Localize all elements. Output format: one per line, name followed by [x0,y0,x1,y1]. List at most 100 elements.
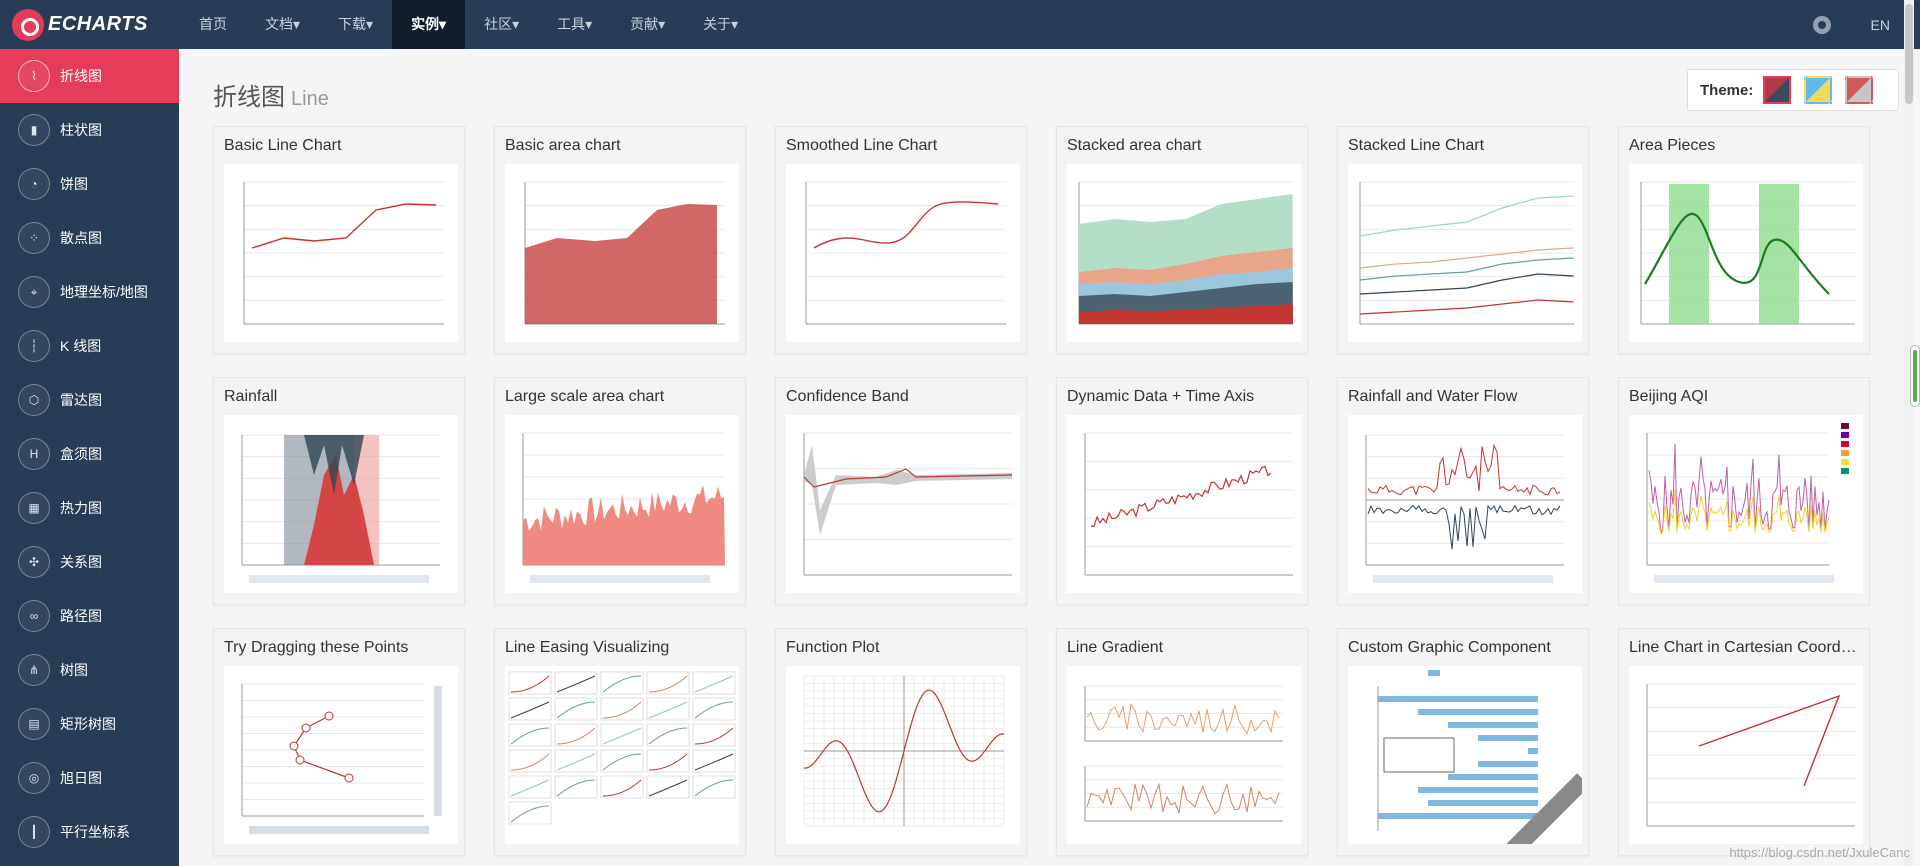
page-subtitle: Line [291,88,329,110]
sidebar-item-14[interactable]: ┃ 平行坐标系 [0,805,179,859]
nav-item-5[interactable]: 工具▾ [557,16,593,32]
theme-swatch-dark-red[interactable] [1763,76,1792,104]
example-card-confidence[interactable]: Confidence Band [775,377,1027,605]
example-thumbnail[interactable] [1629,164,1863,342]
sidebar-item-label: K 线图 [60,338,102,354]
nav-item-0[interactable]: 首页 [199,16,227,32]
example-card-stacked-area[interactable]: Stacked area chart [1056,126,1308,354]
example-card-easing[interactable]: Line Easing Visualizing [494,628,746,856]
thumbnail-chart-basic-line [243,181,444,325]
sidebar-item-label: 地理坐标/地图 [60,284,148,300]
example-thumbnail[interactable] [1629,415,1863,593]
example-thumbnail[interactable] [1067,164,1301,342]
parallel-icon: ┃ [18,816,50,848]
sidebar-item-5[interactable]: ┆ K 线图 [0,319,179,373]
thumbnail-chart-rainfall [241,434,440,583]
radar-icon: ⬡ [18,384,50,416]
sidebar-item-3[interactable]: ⁘ 散点图 [0,211,179,265]
nav-item-7[interactable]: 关于▾ [703,16,739,32]
sidebar-item-10[interactable]: ∞ 路径图 [0,589,179,643]
nav-item-6[interactable]: 贡献▾ [630,16,666,32]
scatter-icon: ⁘ [18,222,50,254]
example-card-title: Stacked area chart [1067,137,1202,154]
sunburst-icon: ◎ [18,762,50,794]
example-thumbnail[interactable] [1067,666,1301,844]
thumbnail-chart-basic-area [524,181,725,325]
example-card-graphic[interactable]: Custom Graphic Component [1337,628,1589,856]
example-card-large-area[interactable]: Large scale area chart [494,377,746,605]
example-thumbnail[interactable] [786,415,1020,593]
example-card-cartesian[interactable]: Line Chart in Cartesian Coord… [1618,628,1870,856]
example-card-dynamic[interactable]: Dynamic Data + Time Axis [1056,377,1308,605]
example-card-basic-line[interactable]: Basic Line Chart [213,126,465,354]
example-thumbnail[interactable] [505,666,739,844]
example-thumbnail[interactable] [224,415,458,593]
example-card-title: Beijing AQI [1629,388,1709,405]
nav-item-1[interactable]: 文档▾ [265,16,301,32]
echarts-logo[interactable]: ECHARTS [0,0,170,49]
sidebar-item-label: 雷达图 [60,392,102,408]
sidebar-item-label: 旭日图 [60,770,102,786]
example-card-rain-flow[interactable]: Rainfall and Water Flow [1337,377,1589,605]
example-thumbnail[interactable] [1348,666,1582,844]
sidebar-item-8[interactable]: ▦ 热力图 [0,481,179,535]
scroll-indicator [1910,345,1920,407]
sidebar-item-9[interactable]: ✣ 关系图 [0,535,179,589]
tree-icon: ⋔ [18,654,50,686]
line-chart-icon: ⌇ [18,60,50,92]
thumbnail-chart-gradient [1084,685,1283,822]
example-card-aqi[interactable]: Beijing AQI [1618,377,1870,605]
thumbnail-chart-stacked-area [1078,181,1293,325]
nav-item-3[interactable]: 实例▾ [392,0,466,49]
example-thumbnail[interactable] [505,415,739,593]
example-thumbnail[interactable] [224,164,458,342]
example-thumbnail[interactable] [1348,415,1582,593]
sidebar-item-11[interactable]: ⋔ 树图 [0,643,179,697]
theme-swatch-default-gradient[interactable] [1845,76,1874,104]
example-thumbnail[interactable] [505,164,739,342]
thumbnail-chart-confidence [803,432,1013,576]
thumbnail-chart-function [803,675,1005,827]
sidebar-item-1[interactable]: ▮ 柱状图 [0,103,179,157]
example-card-area-pieces[interactable]: Area Pieces [1618,126,1870,354]
thumbnail-chart-dynamic [1084,432,1293,576]
example-thumbnail[interactable] [1629,666,1863,844]
sidebar-item-2[interactable]: ◔ 饼图 [0,157,179,211]
example-card-basic-area[interactable]: Basic area chart [494,126,746,354]
sidebar-item-label: 矩形树图 [60,716,116,732]
theme-swatch-light-blue-yellow[interactable] [1804,76,1833,104]
example-thumbnail[interactable] [1348,164,1582,342]
example-card-gradient[interactable]: Line Gradient [1056,628,1308,856]
page-title-text: 折线图 [213,84,285,111]
sidebar-item-4[interactable]: ⌖ 地理坐标/地图 [0,265,179,319]
theme-label: Theme: [1700,81,1754,99]
thumbnail-chart-stacked-line [1359,181,1574,325]
scrollbar-thumb[interactable] [1905,4,1913,104]
sidebar-item-12[interactable]: ▤ 矩形树图 [0,697,179,751]
sidebar-item-6[interactable]: ⬡ 雷达图 [0,373,179,427]
page-scrollbar[interactable] [1904,0,1914,866]
thumbnail-chart-graphic [1377,670,1582,844]
example-card-title: Line Easing Visualizing [505,639,670,656]
example-card-stacked-line[interactable]: Stacked Line Chart [1337,126,1589,354]
sidebar-item-label: 盒须图 [60,446,102,462]
candlestick-icon: ┆ [18,330,50,362]
example-thumbnail[interactable] [1067,415,1301,593]
example-card-title: Large scale area chart [505,388,665,405]
example-card-drag[interactable]: Try Dragging these Points [213,628,465,856]
sidebar-item-13[interactable]: ◎ 旭日图 [0,751,179,805]
example-thumbnail[interactable] [786,164,1020,342]
nav-item-4[interactable]: 社区▾ [484,16,520,32]
example-card-function[interactable]: Function Plot [775,628,1027,856]
nav-item-2[interactable]: 下载▾ [338,16,374,32]
sidebar-item-7[interactable]: H 盒须图 [0,427,179,481]
example-thumbnail[interactable] [786,666,1020,844]
thumbnail-chart-rain-flow [1365,434,1564,583]
example-thumbnail[interactable] [224,666,458,844]
language-switch[interactable]: EN [1870,16,1890,33]
example-card-title: Line Gradient [1067,639,1164,656]
example-card-smooth-line[interactable]: Smoothed Line Chart [775,126,1027,354]
example-card-rainfall[interactable]: Rainfall [213,377,465,605]
github-icon[interactable] [1812,15,1831,34]
sidebar-item-0[interactable]: ⌇ 折线图 [0,49,179,103]
